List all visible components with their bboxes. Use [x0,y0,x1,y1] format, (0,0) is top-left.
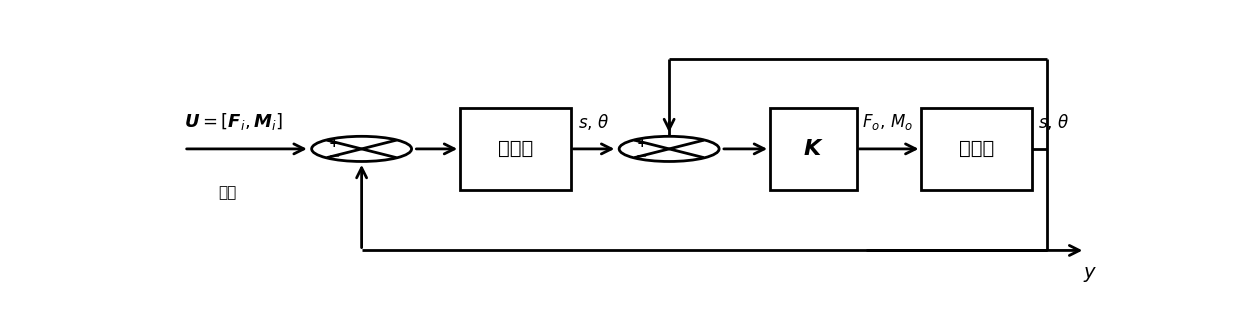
Text: 振动: 振动 [218,185,236,200]
Text: $\boldsymbol{K}$: $\boldsymbol{K}$ [804,138,823,160]
Text: $y$: $y$ [1083,265,1097,284]
Text: −: − [329,149,340,163]
Text: $s,\,\theta$: $s,\,\theta$ [1038,112,1069,132]
Bar [921,108,1032,190]
Text: $s,\,\theta$: $s,\,\theta$ [578,112,610,132]
Text: −: − [636,149,647,163]
Text: 载荷舱: 载荷舱 [959,139,994,158]
Text: $\boldsymbol{U}=[\boldsymbol{F}_i,\boldsymbol{M}_i]$: $\boldsymbol{U}=[\boldsymbol{F}_i,\bolds… [184,111,283,132]
Bar [770,108,857,190]
Text: $F_o,\,M_o$: $F_o,\,M_o$ [862,112,914,132]
Text: 平台舱: 平台舱 [497,139,533,158]
Text: +: + [329,137,340,150]
Text: +: + [636,137,647,150]
Bar [460,108,570,190]
